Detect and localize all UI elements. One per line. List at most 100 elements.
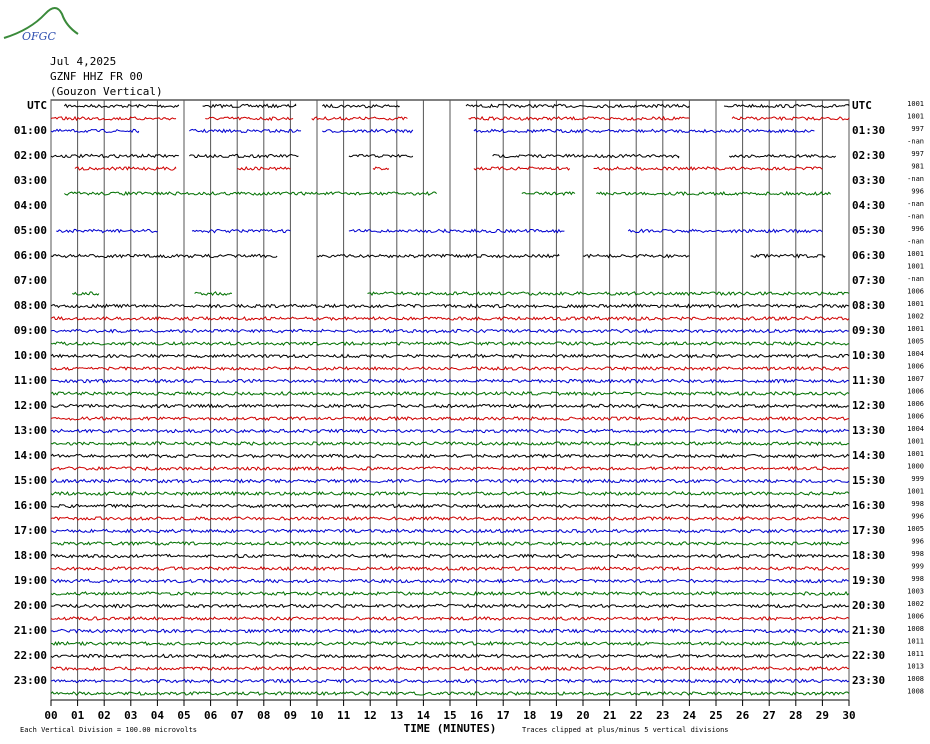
x-tick-label: 07 bbox=[231, 709, 244, 722]
row-value: 1008 bbox=[907, 688, 924, 696]
x-tick-label: 18 bbox=[523, 709, 536, 722]
row-label-left: 23:00 bbox=[14, 674, 47, 687]
trace-segment bbox=[72, 291, 100, 296]
x-tick-label: 10 bbox=[310, 709, 323, 722]
trace-segment bbox=[50, 565, 850, 572]
row-value: 999 bbox=[911, 563, 924, 571]
row-value: 1005 bbox=[907, 525, 924, 533]
row-label-left: 08:00 bbox=[14, 299, 47, 312]
row-value: 1013 bbox=[907, 663, 924, 671]
row-value: 1011 bbox=[907, 650, 924, 658]
row-value: 998 bbox=[911, 500, 924, 508]
x-tick-label: 20 bbox=[576, 709, 589, 722]
row-value: 997 bbox=[911, 150, 924, 158]
row-label-right: 03:30 bbox=[852, 174, 885, 187]
trace-segment bbox=[50, 390, 850, 397]
row-label-left: 15:00 bbox=[14, 474, 47, 487]
row-label-left: 21:00 bbox=[14, 624, 47, 637]
row-label-right: 19:30 bbox=[852, 574, 885, 587]
row-value: 981 bbox=[911, 163, 924, 171]
row-value: 1001 bbox=[907, 488, 924, 496]
trace-segment bbox=[50, 516, 849, 522]
trace-segment bbox=[750, 253, 826, 259]
row-value: -nan bbox=[907, 213, 924, 221]
trace-segment bbox=[582, 253, 690, 259]
location: (Gouzon Vertical) bbox=[50, 85, 163, 98]
row-value: 1001 bbox=[907, 250, 924, 258]
trace-segment bbox=[731, 116, 850, 121]
station: GZNF HHZ FR 00 bbox=[50, 70, 143, 83]
trace-segment bbox=[50, 303, 850, 309]
trace-segment bbox=[50, 340, 850, 347]
trace-segment bbox=[194, 291, 233, 296]
row-label-right: 12:30 bbox=[852, 399, 885, 412]
row-value: 1011 bbox=[907, 638, 924, 646]
row-label-left: 05:00 bbox=[14, 224, 47, 237]
trace-segment bbox=[50, 665, 850, 672]
x-tick-label: 15 bbox=[443, 709, 456, 722]
x-tick-label: 17 bbox=[497, 709, 510, 722]
trace-segment bbox=[50, 615, 850, 622]
row-value: -nan bbox=[907, 238, 924, 246]
trace-segment bbox=[593, 165, 823, 171]
row-value: 996 bbox=[911, 538, 924, 546]
x-tick-label: 24 bbox=[683, 709, 697, 722]
x-tick-label: 00 bbox=[44, 709, 57, 722]
trace-segment bbox=[74, 166, 177, 171]
x-tick-label: 23 bbox=[656, 709, 669, 722]
row-label-right: 07:30 bbox=[852, 274, 885, 287]
row-label-left: 18:00 bbox=[14, 549, 47, 562]
row-value: 1001 bbox=[907, 113, 924, 121]
date: Jul 4,2025 bbox=[50, 55, 116, 68]
trace-segment bbox=[63, 103, 180, 109]
row-value: 1004 bbox=[907, 425, 924, 433]
clip-note: Traces clipped at plus/minus 5 vertical … bbox=[522, 726, 729, 734]
trace-segment bbox=[189, 128, 302, 134]
row-label-left: 10:00 bbox=[14, 349, 47, 362]
trace-segment bbox=[205, 116, 294, 122]
row-label-right: 08:30 bbox=[852, 299, 885, 312]
trace-segment bbox=[311, 116, 408, 121]
row-value: 998 bbox=[911, 550, 924, 558]
row-value: 998 bbox=[911, 575, 924, 583]
row-value: -nan bbox=[907, 275, 924, 283]
trace-segment bbox=[50, 378, 850, 384]
row-value: 1001 bbox=[907, 100, 924, 108]
trace-segment bbox=[473, 128, 815, 134]
trace-segment bbox=[728, 154, 837, 159]
trace-segment bbox=[50, 490, 850, 497]
trace-segment bbox=[348, 153, 414, 158]
trace-segment bbox=[50, 115, 177, 122]
row-value: 996 bbox=[911, 225, 924, 233]
row-label-right: 10:30 bbox=[852, 349, 885, 362]
row-label-right: 18:30 bbox=[852, 549, 885, 562]
row-value: 1000 bbox=[907, 463, 924, 471]
x-tick-label: 16 bbox=[470, 709, 484, 722]
trace-segment bbox=[50, 603, 850, 609]
x-tick-label: 25 bbox=[709, 709, 722, 722]
trace-segment bbox=[322, 128, 414, 134]
x-tick-label: 28 bbox=[789, 709, 802, 722]
row-value: 1006 bbox=[907, 400, 924, 408]
row-label-left: 20:00 bbox=[14, 599, 47, 612]
trace-segment bbox=[50, 503, 850, 509]
trace-segment bbox=[50, 328, 850, 334]
trace-segment bbox=[202, 103, 297, 109]
row-value: -nan bbox=[907, 175, 924, 183]
trace-segment bbox=[189, 153, 299, 159]
row-value: -nan bbox=[907, 200, 924, 208]
row-value: 1003 bbox=[907, 588, 924, 596]
trace-segment bbox=[56, 228, 158, 234]
row-label-right: 09:30 bbox=[852, 324, 885, 337]
row-label-right: 21:30 bbox=[852, 624, 885, 637]
trace-segment bbox=[50, 653, 850, 659]
trace-segment bbox=[492, 153, 680, 159]
trace-segment bbox=[64, 190, 437, 196]
row-value: 1006 bbox=[907, 288, 924, 296]
x-tick-label: 04 bbox=[151, 709, 165, 722]
row-label-right: 13:30 bbox=[852, 424, 885, 437]
row-label-left: 09:00 bbox=[14, 324, 47, 337]
x-axis-label: TIME (MINUTES) bbox=[404, 722, 497, 735]
row-label-left: 11:00 bbox=[14, 374, 47, 387]
trace-segment bbox=[465, 103, 690, 109]
